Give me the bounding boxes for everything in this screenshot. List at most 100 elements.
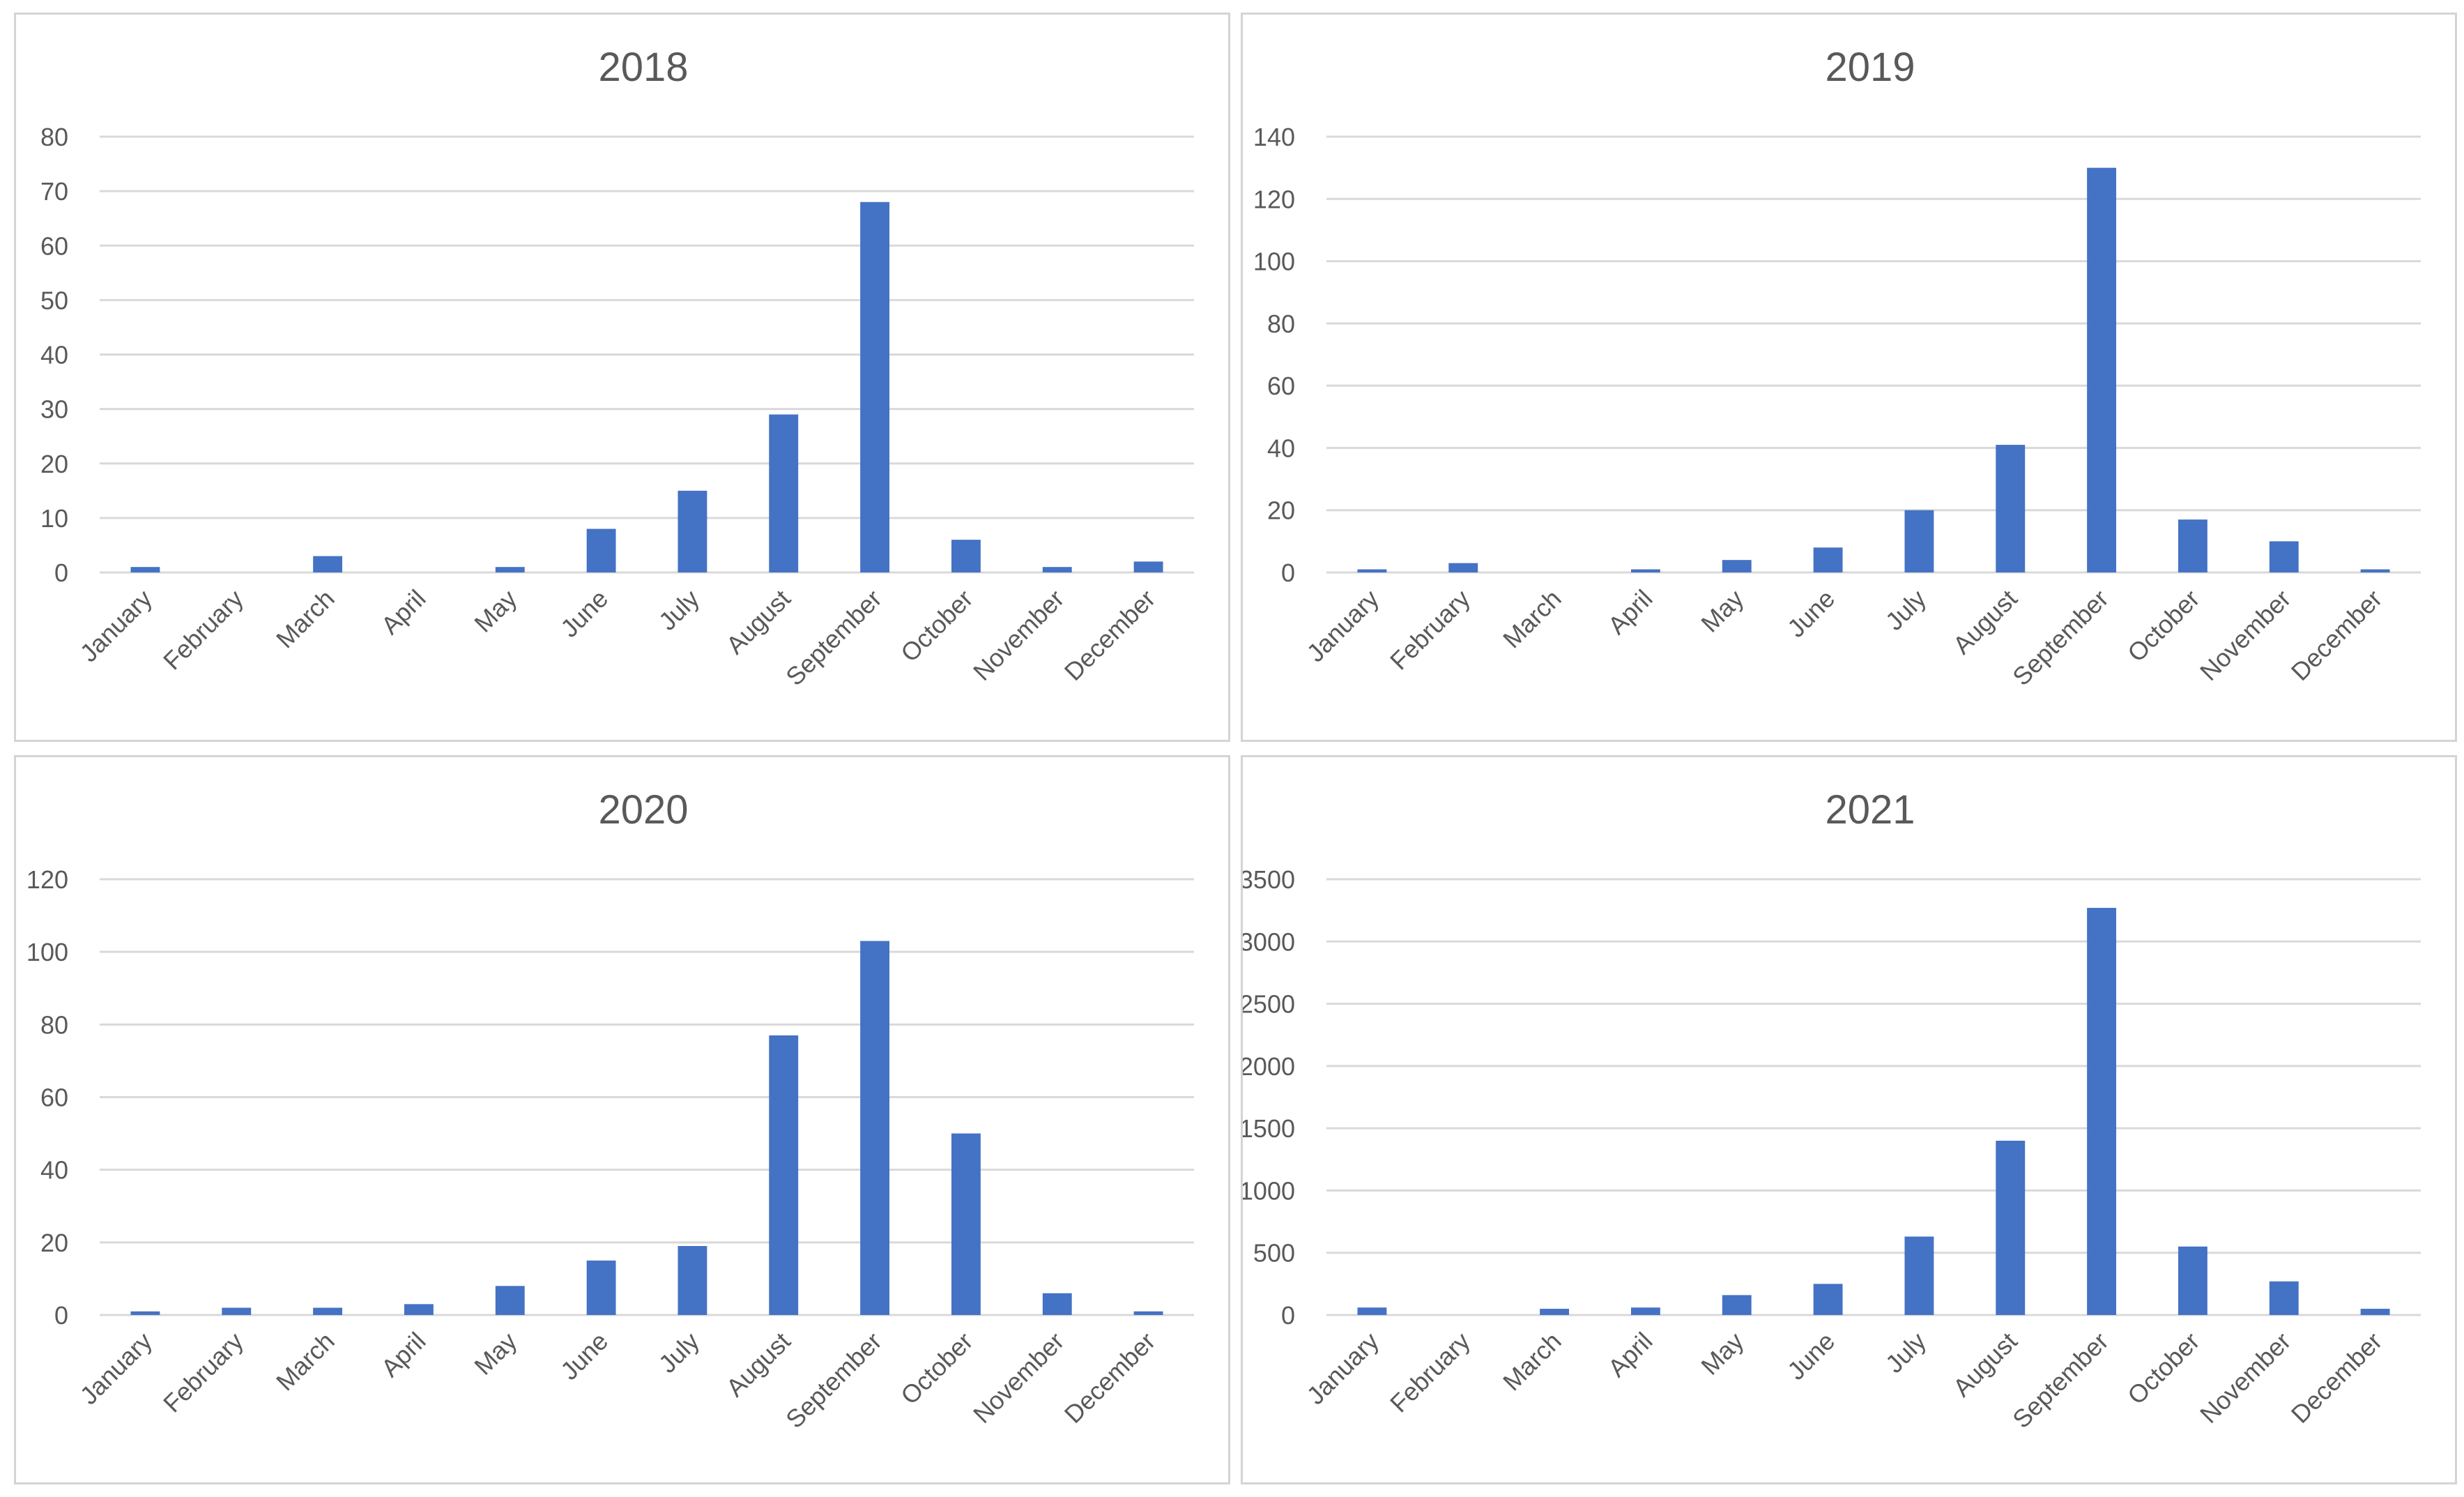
x-tick-label: January bbox=[1301, 584, 1385, 668]
bar-june bbox=[586, 529, 616, 572]
x-tick-label: April bbox=[1602, 1327, 1658, 1383]
bar-june bbox=[586, 1260, 616, 1315]
y-tick-label: 80 bbox=[40, 1010, 68, 1039]
bar-november bbox=[2269, 541, 2299, 572]
x-tick-label: June bbox=[1782, 584, 1840, 643]
x-tick-label: January bbox=[1301, 1327, 1385, 1411]
bar-january bbox=[130, 567, 160, 572]
x-tick-label: March bbox=[270, 584, 340, 654]
x-tick-label: February bbox=[158, 1327, 249, 1418]
x-tick-label: December bbox=[1059, 584, 1161, 686]
x-tick-label: May bbox=[468, 1327, 522, 1381]
x-tick-label: February bbox=[1384, 584, 1476, 676]
x-tick-label: May bbox=[468, 584, 522, 638]
x-tick-label: December bbox=[1059, 1327, 1161, 1429]
bar-december bbox=[2360, 569, 2390, 572]
y-tick-label: 70 bbox=[40, 177, 68, 206]
chart-title: 2019 bbox=[1825, 45, 1915, 90]
bar-november bbox=[1042, 1293, 1072, 1315]
x-tick-label: August bbox=[721, 584, 796, 660]
bar-may bbox=[1722, 560, 1752, 572]
x-tick-label: April bbox=[376, 1327, 431, 1383]
bar-april bbox=[404, 1304, 434, 1315]
y-tick-label: 20 bbox=[40, 450, 68, 478]
y-tick-label: 60 bbox=[1267, 372, 1295, 400]
x-tick-label: August bbox=[1948, 1327, 2023, 1402]
bar-february bbox=[1448, 563, 1478, 572]
chart-panel-2018: 2018 0 10 20 30 40 50 60 70 80 January February Marc… bbox=[14, 13, 1230, 742]
x-tick-label: October bbox=[895, 584, 979, 668]
bar-july bbox=[678, 490, 707, 572]
chart-panel-2020: 2020 0 20 40 60 80 100 120 January February March A… bbox=[14, 755, 1230, 1484]
bar-december bbox=[1133, 561, 1163, 572]
y-tick-label: 40 bbox=[40, 341, 68, 370]
bar-january bbox=[1357, 569, 1387, 572]
x-tick-label: May bbox=[1695, 584, 1749, 638]
x-tick-label: July bbox=[653, 584, 705, 636]
x-tick-label: December bbox=[2286, 584, 2387, 686]
x-tick-label: September bbox=[2007, 584, 2114, 692]
chart-svg-2020: 2020 0 20 40 60 80 100 120 January February March A… bbox=[26, 787, 1194, 1434]
bar-september bbox=[860, 202, 890, 572]
x-tick-label: June bbox=[1782, 1327, 1840, 1385]
x-tick-label: March bbox=[1497, 584, 1567, 654]
x-tick-label: March bbox=[270, 1327, 340, 1397]
x-tick-label: June bbox=[555, 1327, 613, 1385]
bar-october bbox=[2178, 1246, 2207, 1315]
x-tick-label: January bbox=[75, 1327, 158, 1411]
bar-november bbox=[1042, 567, 1072, 572]
chart-title: 2018 bbox=[598, 45, 688, 90]
x-tick-label: January bbox=[75, 584, 158, 668]
x-tick-label: November bbox=[2194, 584, 2296, 686]
y-tick-label: 80 bbox=[1267, 310, 1295, 338]
y-tick-label: 500 bbox=[1253, 1239, 1295, 1268]
chart-svg-2019: 2019 0 20 40 60 80 100 120 140 January February Mar… bbox=[1253, 45, 2421, 692]
bar-march bbox=[313, 556, 343, 572]
y-tick-label: 0 bbox=[54, 558, 68, 587]
y-tick-label: 50 bbox=[40, 286, 68, 314]
y-tick-label: 0 bbox=[1281, 1301, 1295, 1330]
chart-title: 2021 bbox=[1825, 787, 1915, 833]
bar-september bbox=[2087, 908, 2117, 1315]
chart-svg-2018: 2018 0 10 20 30 40 50 60 70 80 January February Marc… bbox=[40, 45, 1194, 691]
bar-august bbox=[769, 1035, 799, 1315]
bar-december bbox=[2360, 1309, 2390, 1315]
x-tick-label: April bbox=[1602, 584, 1658, 640]
bar-august bbox=[1996, 1141, 2026, 1315]
bar-february bbox=[222, 1307, 252, 1315]
y-tick-label: 100 bbox=[1253, 248, 1295, 276]
x-tick-label: July bbox=[1880, 584, 1931, 636]
x-tick-label: October bbox=[2122, 584, 2205, 668]
bar-september bbox=[2087, 167, 2117, 573]
x-tick-label: February bbox=[158, 584, 249, 676]
chart-title: 2020 bbox=[598, 787, 688, 833]
y-tick-label: 10 bbox=[40, 504, 68, 533]
x-tick-label: July bbox=[1880, 1327, 1931, 1378]
bar-march bbox=[1540, 1309, 1570, 1315]
bar-december bbox=[1133, 1311, 1163, 1315]
bar-april bbox=[1630, 569, 1660, 572]
x-tick-label: September bbox=[780, 1327, 887, 1434]
y-tick-label: 60 bbox=[40, 231, 68, 260]
x-tick-label: February bbox=[1384, 1327, 1476, 1418]
x-tick-label: September bbox=[2007, 1327, 2114, 1434]
bar-november bbox=[2269, 1281, 2299, 1315]
y-tick-label: 3000 bbox=[1243, 927, 1295, 956]
y-tick-label: 40 bbox=[1267, 434, 1295, 462]
x-tick-label: June bbox=[555, 584, 613, 643]
bar-may bbox=[495, 567, 525, 572]
y-tick-label: 60 bbox=[40, 1084, 68, 1112]
x-tick-label: December bbox=[2286, 1327, 2387, 1429]
y-tick-label: 80 bbox=[40, 123, 68, 151]
bar-july bbox=[1904, 510, 1934, 572]
y-tick-label: 2500 bbox=[1243, 990, 1295, 1019]
bar-april bbox=[1630, 1307, 1660, 1315]
y-tick-label: 1000 bbox=[1243, 1176, 1295, 1205]
y-tick-label: 140 bbox=[1253, 123, 1295, 151]
chart-panel-2019: 2019 0 20 40 60 80 100 120 140 January February Mar… bbox=[1241, 13, 2457, 742]
bar-march bbox=[313, 1307, 343, 1315]
y-tick-label: 1500 bbox=[1243, 1114, 1295, 1143]
y-tick-label: 20 bbox=[1267, 496, 1295, 525]
chart-svg-2021: 2021 0 500 1000 1500 2000 2500 3000 3500 January F… bbox=[1243, 787, 2421, 1434]
x-tick-label: November bbox=[967, 1327, 1069, 1429]
